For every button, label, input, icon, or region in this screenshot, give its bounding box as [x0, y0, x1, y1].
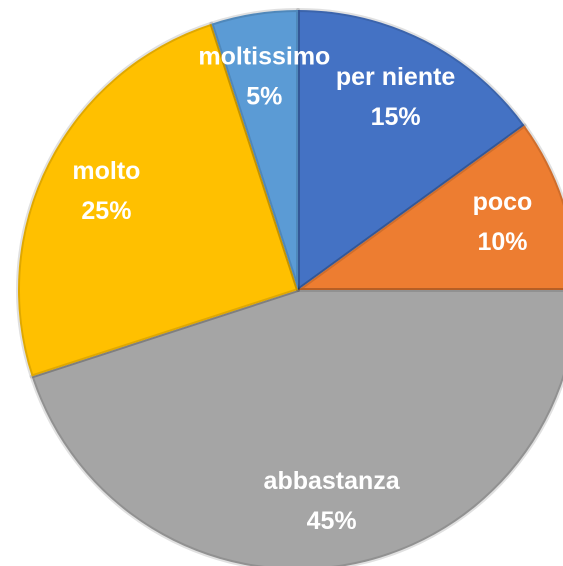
pie-slice [29, 288, 563, 566]
slice-value-label: 45% [307, 507, 357, 535]
slice-value-label: 15% [371, 103, 421, 131]
slice-value-label: 10% [477, 228, 527, 256]
slice-label: poco [473, 188, 533, 216]
slice-value-label: 25% [81, 197, 131, 225]
slice-label: per niente [336, 63, 456, 91]
pie-slice [16, 21, 300, 379]
slice-value-label: 5% [246, 82, 282, 110]
pie-slice [296, 123, 563, 292]
pie-slice [296, 8, 527, 292]
slice-label: molto [72, 157, 140, 185]
slice-label: abbastanza [264, 467, 401, 495]
pie-slice [209, 8, 300, 292]
slice-label: moltissimo [198, 42, 330, 70]
